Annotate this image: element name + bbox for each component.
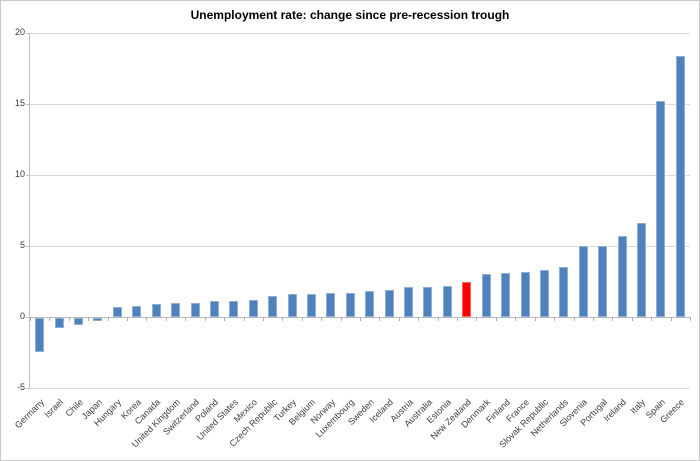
y-axis-tick	[26, 246, 30, 247]
bar-czech-republic	[268, 295, 278, 317]
category-tick	[690, 317, 691, 321]
category-tick	[360, 317, 361, 321]
bar-israel	[54, 318, 64, 328]
bar-netherlands	[559, 267, 569, 317]
bar-belgium	[306, 294, 316, 317]
category-tick	[107, 317, 109, 321]
bar-norway	[326, 292, 336, 317]
category-tick	[88, 317, 90, 321]
category-tick	[418, 317, 420, 321]
gridline	[30, 246, 690, 247]
bar-united-kingdom	[171, 302, 181, 317]
category-tick	[379, 317, 381, 321]
category-tick	[554, 317, 556, 321]
y-axis-tick	[26, 175, 30, 176]
bar-luxembourg	[345, 292, 355, 317]
category-tick	[224, 317, 226, 321]
category-tick	[631, 317, 633, 321]
y-axis-tick	[26, 317, 30, 318]
bar-ireland	[617, 236, 627, 317]
y-label-15: 15	[14, 98, 25, 108]
category-tick	[592, 317, 594, 321]
category-tick	[612, 317, 614, 321]
bar-greece	[675, 55, 685, 317]
bar-chile	[74, 318, 84, 326]
chart-title: Unemployment rate: change since pre-rece…	[190, 8, 510, 22]
bar-new-zealand	[462, 281, 472, 317]
plot-area	[26, 33, 691, 389]
bar-korea	[132, 305, 142, 317]
bar-hungary	[112, 307, 122, 317]
gridline	[30, 175, 690, 176]
bar-italy	[636, 223, 646, 317]
bar-france	[520, 271, 530, 317]
y-axis-tick	[26, 104, 30, 105]
bar-denmark	[481, 274, 491, 317]
bar-mexico	[248, 299, 258, 317]
category-tick	[165, 317, 167, 321]
gridline	[30, 33, 690, 34]
category-tick	[651, 317, 653, 321]
category-tick	[670, 317, 672, 321]
bar-turkey	[287, 294, 297, 317]
bar-finland	[501, 272, 511, 317]
category-tick	[457, 317, 459, 321]
category-tick	[573, 317, 575, 321]
category-tick	[398, 317, 400, 321]
bar-poland	[209, 301, 219, 317]
category-tick	[68, 317, 70, 321]
category-tick	[437, 317, 439, 321]
category-tick	[30, 317, 31, 321]
bar-iceland	[384, 290, 394, 317]
bar-germany	[35, 318, 45, 353]
category-tick	[301, 317, 303, 321]
bar-slovak-republic	[539, 270, 549, 317]
category-tick	[146, 317, 148, 321]
bar-canada	[151, 304, 161, 317]
bar-australia	[423, 287, 433, 317]
category-tick	[340, 317, 342, 321]
category-tick	[49, 317, 51, 321]
bar-austria	[404, 287, 414, 317]
y-label-20: 20	[14, 27, 25, 37]
category-tick	[321, 317, 323, 321]
bar-switzerland	[190, 302, 200, 317]
category-tick	[127, 317, 129, 321]
category-tick	[495, 317, 497, 321]
bar-portugal	[598, 246, 608, 317]
category-tick	[185, 317, 187, 321]
category-tick	[282, 317, 284, 321]
bar-slovenia	[578, 246, 588, 317]
y-axis-tick	[26, 33, 30, 34]
y-label--5: -5	[16, 382, 25, 392]
y-label-10: 10	[14, 169, 25, 179]
category-tick	[243, 317, 245, 321]
gridline	[30, 388, 690, 389]
bar-estonia	[442, 285, 452, 317]
category-tick	[262, 317, 264, 321]
bar-united-states	[229, 301, 239, 317]
y-label-0: 0	[19, 311, 25, 321]
y-label-5: 5	[19, 240, 25, 250]
bar-japan	[93, 318, 103, 321]
gridline	[30, 104, 690, 105]
category-tick	[515, 317, 517, 321]
bar-spain	[656, 101, 666, 317]
category-tick	[476, 317, 478, 321]
category-tick	[534, 317, 536, 321]
category-tick	[204, 317, 206, 321]
y-axis-tick	[26, 388, 30, 389]
bar-sweden	[365, 291, 375, 317]
